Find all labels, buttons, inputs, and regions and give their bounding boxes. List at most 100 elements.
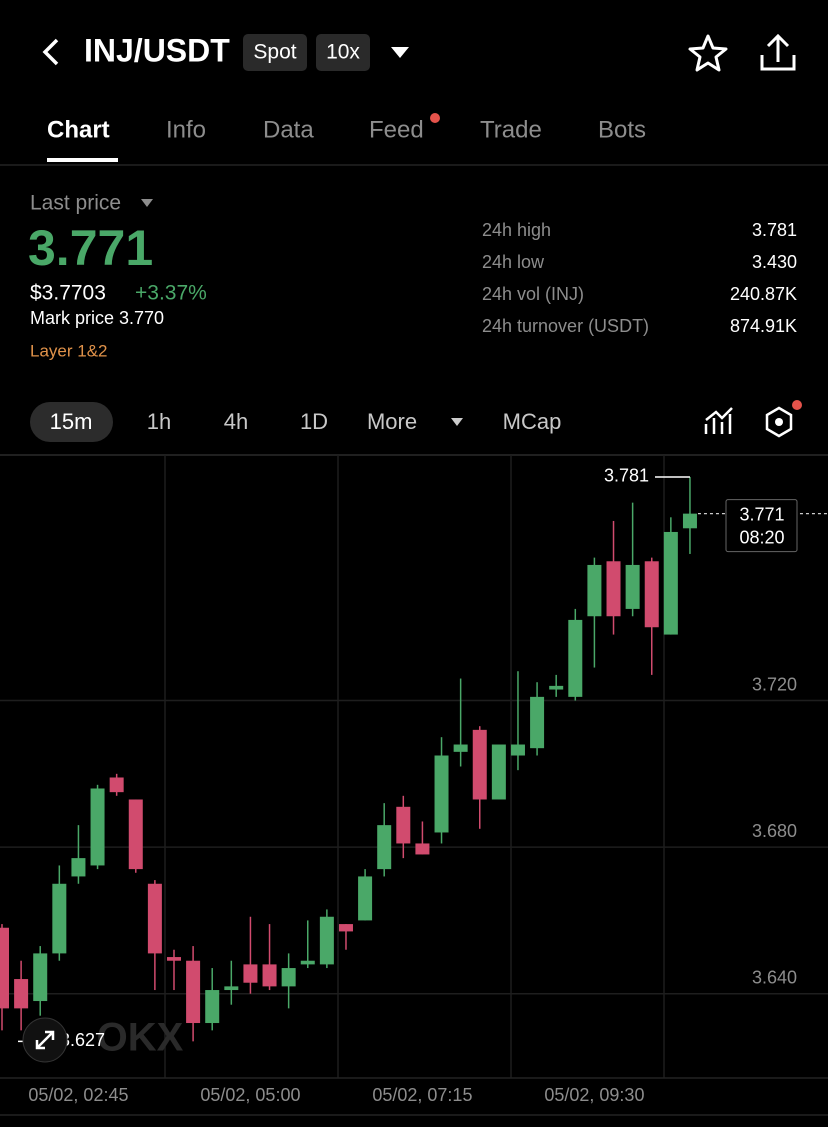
candle-body (166, 957, 181, 961)
candle-body (434, 755, 449, 833)
interval-bar: 15m 1h 4h 1D More MCap (50, 409, 562, 434)
tab[interactable]: Info (166, 116, 206, 143)
candle-body (453, 744, 468, 752)
current-price-box (725, 499, 798, 553)
dropdown[interactable] (451, 418, 463, 426)
tab[interactable]: Data (263, 116, 314, 143)
settings-dot (775, 418, 783, 426)
candle-body (300, 960, 315, 965)
candle-body (587, 564, 602, 617)
candle-body (377, 825, 392, 870)
interval[interactable]: 1h (147, 409, 171, 434)
price-change: +3.37% (135, 282, 207, 305)
favorite-button[interactable] (688, 34, 728, 72)
candle-body (682, 513, 697, 529)
watermark: OKX (97, 1016, 184, 1060)
candle-body (415, 843, 430, 855)
candle-body (33, 953, 48, 1002)
share-button[interactable] (760, 33, 796, 71)
candle-body (109, 777, 124, 793)
candle-body (491, 744, 506, 800)
y-tick-label: 3.680 (752, 821, 797, 841)
candle-body (243, 964, 258, 983)
stat-label: 24h low (482, 252, 545, 272)
candle-body (625, 564, 640, 609)
usd-price: $3.7703 (30, 282, 106, 305)
tab-indicator (47, 158, 118, 162)
candle-body (281, 968, 296, 987)
stat-label: 24h high (482, 220, 551, 240)
tab[interactable]: Feed (369, 116, 424, 143)
candle-body (14, 979, 29, 1009)
candlestick-chart: OKX 3.640 3.680 3.720 05/02, 02:45 05/02, 05:… (0, 466, 828, 1105)
stat-value: 874.91K (730, 316, 797, 336)
y-tick-label: 3.640 (752, 967, 797, 987)
candle-body (358, 876, 373, 921)
tag: 10x (326, 41, 360, 64)
x-tick-label: 05/02, 07:15 (372, 1085, 472, 1105)
interval-pill (30, 402, 113, 442)
candle-body (530, 696, 545, 749)
back-button[interactable] (42, 38, 59, 66)
interval[interactable]: 1D (300, 409, 328, 434)
candle-body (52, 883, 67, 954)
y-tick-label: 3.720 (752, 674, 797, 694)
tab[interactable]: Chart (47, 116, 110, 143)
tab[interactable]: Trade (480, 116, 542, 143)
x-tick-label: 05/02, 05:00 (200, 1085, 300, 1105)
candle-body (0, 927, 9, 1009)
tag: Spot (253, 41, 296, 64)
countdown: 08:20 (739, 527, 784, 547)
candle-body (128, 799, 143, 870)
current-price: 3.771 (739, 504, 784, 524)
candle-body (663, 531, 678, 635)
tag-chip (316, 34, 370, 71)
x-tick-label: 05/02, 02:45 (28, 1085, 128, 1105)
interval[interactable]: More (367, 409, 417, 434)
settings-button[interactable] (765, 406, 793, 438)
candle-body (262, 964, 277, 987)
x-tick-label: 05/02, 09:30 (544, 1085, 644, 1105)
stat-label: 24h vol (INJ) (482, 284, 584, 304)
candle-body (319, 916, 334, 965)
candle-body (472, 729, 487, 800)
candle-body (549, 685, 564, 690)
candle-body (90, 788, 105, 866)
tag-chip (243, 34, 307, 71)
interval[interactable]: 15m (50, 409, 93, 434)
fullscreen-icon (35, 1030, 55, 1050)
tab-bar: Chart Info Data Feed Trade Bots (47, 116, 646, 143)
stat-value: 3.781 (752, 220, 797, 240)
notification-dot (430, 113, 440, 123)
candle-body (147, 883, 162, 954)
candle-body (338, 924, 353, 932)
stat-value: 3.430 (752, 252, 797, 272)
candle-body (205, 990, 220, 1024)
category-tag[interactable]: Layer 1&2 (30, 341, 108, 360)
candle-body (510, 744, 525, 756)
low-label: 3.627 (60, 1030, 105, 1050)
notification-dot (792, 400, 802, 410)
candle-body (606, 561, 621, 617)
interval[interactable]: MCap (503, 409, 562, 434)
interval[interactable]: 4h (224, 409, 248, 434)
dropdown[interactable] (141, 199, 153, 207)
candle-body (186, 960, 201, 1024)
stat-label: 24h turnover (USDT) (482, 316, 649, 336)
high-label: 3.781 (604, 466, 649, 486)
last-price: 3.771 (28, 220, 153, 276)
tab[interactable]: Bots (598, 116, 646, 143)
price-label[interactable]: Last price (30, 192, 121, 215)
indicator-button[interactable] (704, 407, 733, 434)
candle-body (224, 986, 239, 991)
candle-body (396, 806, 411, 844)
pair-title: INJ/USDT (84, 32, 230, 68)
candle-body (71, 858, 86, 877)
stats: 24h high 3.781 24h low 3.430 24h vol (INJ) 24… (482, 220, 797, 336)
stat-value: 240.87K (730, 284, 797, 304)
candle-body (644, 561, 659, 628)
dropdown[interactable] (391, 47, 409, 58)
mark-price: Mark price 3.770 (30, 308, 164, 328)
